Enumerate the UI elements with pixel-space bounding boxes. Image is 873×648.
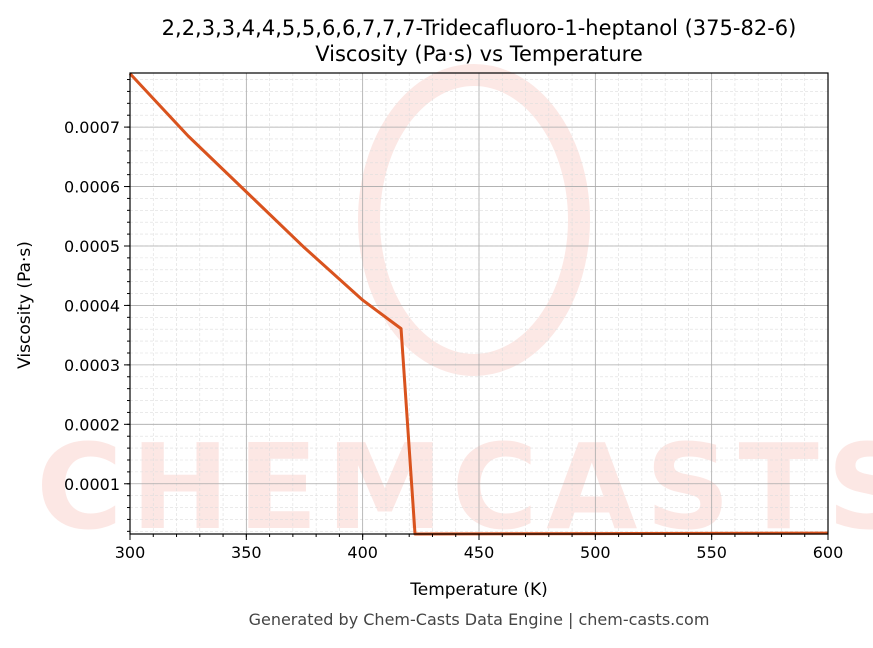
y-tick-label: 0.0004	[64, 296, 120, 315]
x-tick-label: 500	[580, 543, 611, 562]
y-tick-label: 0.0007	[64, 118, 120, 137]
y-tick-label: 0.0003	[64, 356, 120, 375]
y-tick-label: 0.0002	[64, 415, 120, 434]
footer-credit: Generated by Chem-Casts Data Engine | ch…	[249, 610, 710, 629]
y-tick-label: 0.0001	[64, 475, 120, 494]
y-axis-label: Viscosity (Pa·s)	[15, 241, 35, 369]
x-tick-label: 300	[115, 543, 146, 562]
y-tick-label: 0.0005	[64, 237, 120, 256]
x-tick-label: 600	[813, 543, 844, 562]
chart-title: 2,2,3,3,4,4,5,5,6,6,7,7,7-Tridecafluoro-…	[162, 16, 797, 40]
x-tick-label: 350	[231, 543, 262, 562]
x-tick-label: 450	[464, 543, 495, 562]
x-tick-label: 550	[696, 543, 727, 562]
x-axis-label: Temperature (K)	[409, 580, 548, 600]
y-tick-label: 0.0006	[64, 178, 120, 197]
chart-subtitle: Viscosity (Pa·s) vs Temperature	[315, 42, 643, 66]
x-tick-label: 400	[347, 543, 378, 562]
